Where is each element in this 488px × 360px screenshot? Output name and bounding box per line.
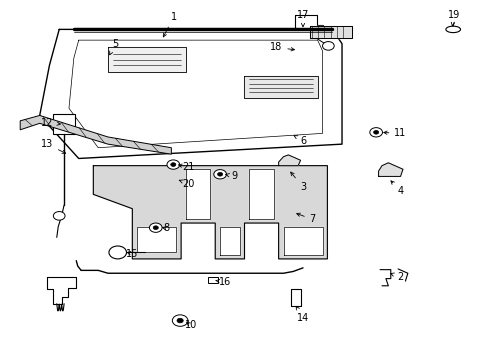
Circle shape xyxy=(172,315,187,326)
Circle shape xyxy=(369,128,382,137)
Ellipse shape xyxy=(445,26,460,33)
Text: 9: 9 xyxy=(225,171,237,181)
Circle shape xyxy=(53,212,65,220)
Text: 21: 21 xyxy=(178,162,194,172)
Text: 8: 8 xyxy=(162,224,169,233)
Circle shape xyxy=(153,226,158,230)
Circle shape xyxy=(170,163,176,166)
Polygon shape xyxy=(69,40,322,148)
Text: 11: 11 xyxy=(383,129,406,138)
Circle shape xyxy=(373,130,378,134)
Bar xyxy=(53,114,75,134)
Polygon shape xyxy=(185,169,210,220)
Polygon shape xyxy=(108,47,185,72)
Polygon shape xyxy=(249,169,273,220)
Polygon shape xyxy=(220,226,239,255)
Text: 17: 17 xyxy=(296,10,308,27)
Text: 5: 5 xyxy=(109,39,118,55)
Polygon shape xyxy=(40,30,341,158)
Circle shape xyxy=(109,246,126,259)
Text: 2: 2 xyxy=(390,272,403,282)
Text: 6: 6 xyxy=(293,136,305,145)
Text: 16: 16 xyxy=(216,277,231,287)
Bar xyxy=(208,277,218,283)
Text: 4: 4 xyxy=(390,181,403,196)
Circle shape xyxy=(213,170,226,179)
Polygon shape xyxy=(47,277,76,304)
Polygon shape xyxy=(20,116,171,154)
Text: 10: 10 xyxy=(184,320,197,330)
Circle shape xyxy=(322,41,333,50)
Text: 15: 15 xyxy=(126,248,138,258)
Text: 20: 20 xyxy=(179,179,194,189)
Circle shape xyxy=(217,172,222,176)
Polygon shape xyxy=(278,155,300,166)
Text: 7: 7 xyxy=(296,213,315,224)
Polygon shape xyxy=(309,26,351,39)
Polygon shape xyxy=(283,226,322,255)
Text: 1: 1 xyxy=(163,12,177,37)
Text: 19: 19 xyxy=(447,10,459,26)
Text: 3: 3 xyxy=(290,172,305,192)
Polygon shape xyxy=(244,76,317,98)
Polygon shape xyxy=(93,166,327,259)
Circle shape xyxy=(177,318,183,323)
Polygon shape xyxy=(137,226,176,252)
Circle shape xyxy=(149,223,162,232)
Text: 12: 12 xyxy=(41,118,61,128)
Circle shape xyxy=(166,160,179,169)
Text: 18: 18 xyxy=(269,42,294,52)
Text: 13: 13 xyxy=(41,139,65,153)
Polygon shape xyxy=(378,163,402,176)
Text: 14: 14 xyxy=(296,306,308,323)
